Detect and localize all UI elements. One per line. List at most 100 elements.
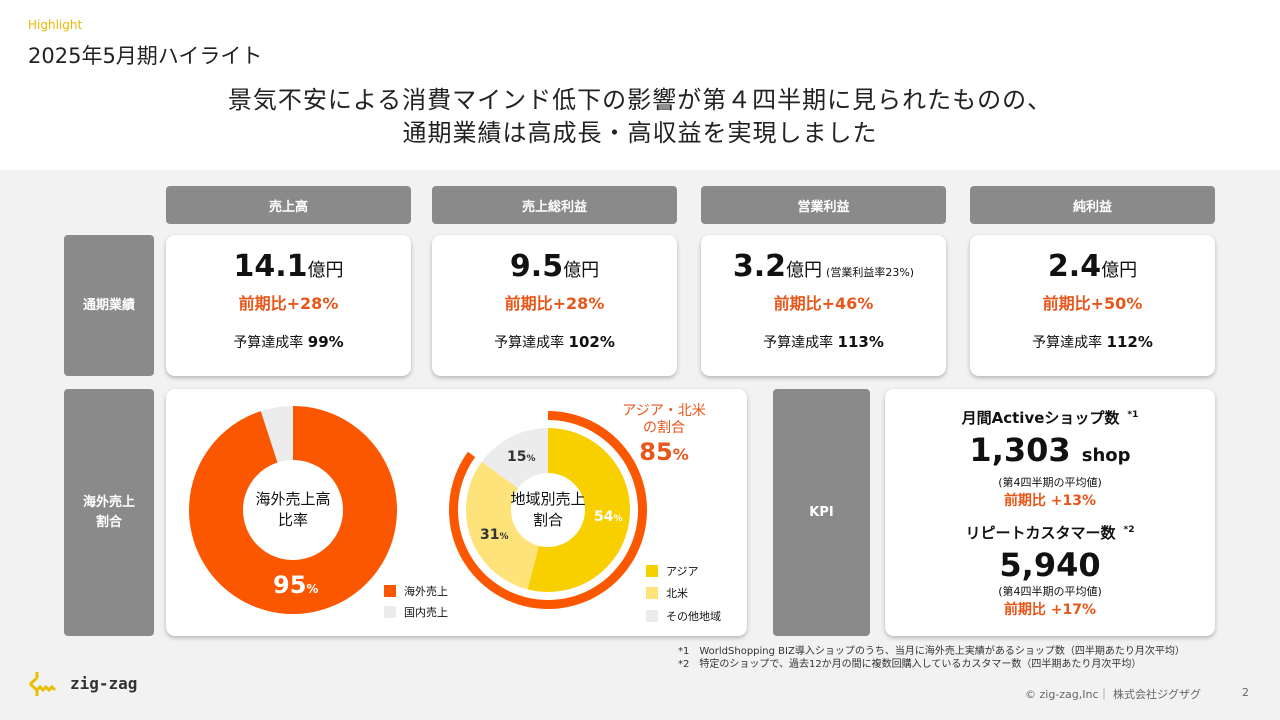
pct: % [306, 582, 319, 596]
footnote-1: *1 WorldShopping BIZ導入ショップのうち、当月に海外売上実績が… [678, 646, 1185, 657]
outer-arc-title: アジア・北米 の割合 85% [614, 403, 714, 470]
shops-yoy: 前期比 +13% [1003, 493, 1097, 509]
metric-card: 9.5億円 前期比+28% 予算達成率 102% [432, 235, 677, 376]
column-header-sales: 売上高 [166, 186, 411, 224]
page-number: 2 [1242, 686, 1249, 699]
page-title: 2025年5月期ハイライト [28, 44, 263, 68]
metric-number: 2.4 [1047, 249, 1102, 284]
legend-item: 海外売上 [384, 583, 448, 599]
metric-value: 14.1億円 [166, 249, 411, 284]
donut2-center-1: 地域別売上 [510, 490, 586, 508]
metric-unit: 億円 [786, 260, 823, 281]
shops-number: 1,303 [969, 431, 1071, 469]
donut1-center-2: 比率 [277, 511, 308, 529]
legend-swatch [646, 610, 658, 622]
regional-donut-slice [527, 428, 630, 592]
title-area [0, 0, 1280, 170]
legend-label: アジア [666, 565, 699, 578]
budget-label: 予算達成率 [233, 335, 304, 351]
metric-value: 3.2億円 (営業利益率23%) [701, 249, 946, 284]
repeat-sub: (第4四半期の平均値) [998, 585, 1102, 598]
legend-label: 海外売上 [404, 585, 448, 598]
row-label-overseas: 海外売上 割合 [64, 389, 154, 636]
regional-donut-slice [481, 428, 548, 489]
legend-swatch [384, 585, 396, 597]
budget-label: 予算達成率 [494, 335, 565, 351]
pct: % [499, 532, 509, 542]
asia-value: 54 [594, 509, 614, 525]
budget-value: 102% [568, 333, 615, 351]
overseas-donut-slice [189, 406, 397, 614]
column-header-net-profit: 純利益 [970, 186, 1215, 224]
footnotes: *1 WorldShopping BIZ導入ショップのうち、当月に海外売上実績が… [678, 645, 1185, 671]
shops-title-text: 月間Activeショップ数 [961, 409, 1120, 427]
logo: zig-zag [28, 668, 137, 698]
footnote-mark: *1 [1127, 410, 1139, 420]
shops-title: 月間Activeショップ数 *1 [885, 407, 1215, 428]
other-value: 15 [507, 449, 527, 465]
kpi-card: 月間Activeショップ数 *1 1,303 shop (第4四半期の平均値) 前… [885, 389, 1215, 636]
metric-yoy: 前期比+46% [773, 294, 874, 313]
footnote-mark: *2 [1123, 525, 1135, 535]
metric-number: 9.5 [509, 249, 564, 284]
metric-yoy: 前期比+28% [238, 294, 339, 313]
other-label: 15% [507, 449, 536, 465]
metric-budget: 予算達成率 102% [432, 332, 677, 352]
shops-unit: shop [1081, 445, 1131, 466]
donut-charts [189, 406, 647, 614]
legend-swatch [646, 565, 658, 577]
legend-swatch [646, 587, 658, 599]
donut1-value: 95 [273, 571, 307, 599]
legend-item: 北米 [646, 585, 688, 601]
headline: 景気不安による消費マインド低下の影響が第４四半期に見られたものの、 通期業績は高成… [0, 84, 1280, 150]
metric-unit: 億円 [563, 260, 600, 281]
row-label-kpi: KPI [773, 389, 870, 636]
column-header-operating-profit: 営業利益 [701, 186, 946, 224]
row-label-annual: 通期業績 [64, 235, 154, 376]
budget-label: 予算達成率 [1032, 335, 1103, 351]
metric-unit: 億円 [1101, 260, 1138, 281]
metric-yoy: 前期比+50% [1042, 294, 1143, 313]
footnote-2: *2 特定のショップで、過去12か月の間に複数回購入しているカスタマー数（四半期… [678, 659, 1142, 670]
metric-value: 2.4億円 [970, 249, 1215, 284]
donut2-center-label: 地域別売上 割合 [488, 489, 608, 531]
metric-card: 2.4億円 前期比+50% 予算達成率 112% [970, 235, 1215, 376]
budget-value: 112% [1106, 333, 1153, 351]
pct: % [613, 514, 623, 524]
budget-label: 予算達成率 [763, 335, 834, 351]
shops-sub: (第4四半期の平均値) [998, 476, 1102, 489]
na-value: 31 [480, 527, 500, 543]
metric-budget: 予算達成率 99% [166, 332, 411, 352]
copyright: © zig-zag,Inc｜ 株式会社ジグザグ [1025, 688, 1202, 701]
budget-value: 99% [307, 333, 344, 351]
shops-value: 1,303 shop [885, 432, 1215, 474]
na-label: 31% [480, 527, 509, 543]
metric-card: 14.1億円 前期比+28% 予算達成率 99% [166, 235, 411, 376]
logo-text: zig-zag [70, 673, 138, 693]
headline-line-2: 通期業績は高成長・高収益を実現しました [402, 119, 878, 147]
row-label-overseas-1: 海外売上 [82, 494, 135, 510]
legend-label: 国内売上 [404, 606, 448, 619]
pct: % [526, 454, 536, 464]
donut2-center-2: 割合 [532, 511, 563, 529]
legend-item: その他地域 [646, 608, 721, 624]
metric-number: 14.1 [233, 249, 308, 284]
outer-title-2: の割合 [643, 420, 685, 436]
row-label-overseas-2: 割合 [95, 514, 122, 530]
metric-budget: 予算達成率 112% [970, 332, 1215, 352]
repeat-yoy: 前期比 +17% [1003, 602, 1097, 618]
legend-item: 国内売上 [384, 604, 448, 620]
legend-label: その他地域 [666, 610, 721, 623]
metric-yoy: 前期比+28% [504, 294, 605, 313]
column-header-gross-profit: 売上総利益 [432, 186, 677, 224]
repeat-value: 5,940 [999, 546, 1101, 584]
metric-card: 3.2億円 (営業利益率23%) 前期比+46% 予算達成率 113% [701, 235, 946, 376]
repeat-title: リピートカスタマー数 *2 [885, 522, 1215, 543]
overseas-donut-slice [260, 406, 293, 463]
legend-swatch [384, 606, 396, 618]
pct: % [672, 445, 689, 464]
legend-item: アジア [646, 563, 699, 579]
budget-value: 113% [837, 333, 884, 351]
outer-value: 85 [639, 438, 673, 466]
headline-line-1: 景気不安による消費マインド低下の影響が第４四半期に見られたものの、 [227, 86, 1053, 114]
